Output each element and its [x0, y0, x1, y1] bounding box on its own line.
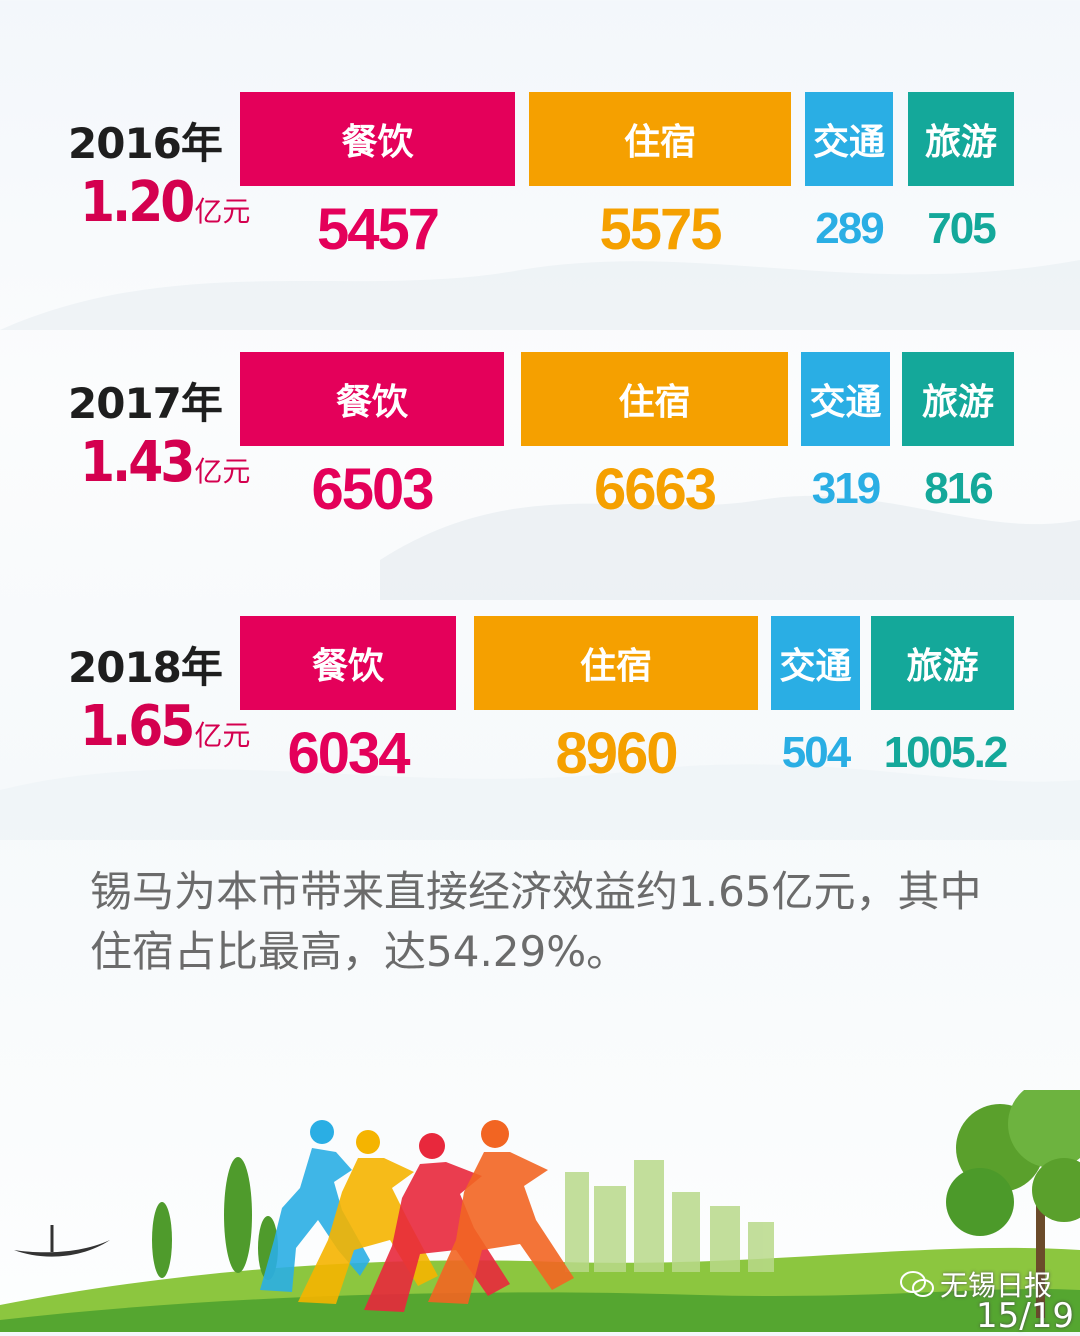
category-label: 住宿 — [618, 382, 691, 423]
value-dining: 5457 — [316, 197, 440, 262]
summary-caption: 锡马为本市带来直接经济效益约1.65亿元，其中住宿占比最高，达54.29%。 — [90, 867, 982, 976]
marathon-runners-illustration — [0, 1090, 1080, 1332]
value-tourism: 705 — [927, 204, 996, 253]
year-row-2018: 2018年 1.65亿元 餐饮 住宿 交通 旅游 6034 8960 504 1… — [0, 616, 1080, 796]
total-unit: 亿元 — [194, 455, 251, 488]
value-dining: 6503 — [311, 457, 434, 522]
category-label: 旅游 — [924, 122, 997, 163]
bar-dining: 餐饮 — [240, 616, 456, 710]
bar-tourism: 旅游 — [871, 616, 1014, 710]
year-row-2017: 2017年 1.43亿元 餐饮 住宿 交通 旅游 6503 6663 319 8… — [0, 352, 1080, 532]
category-label: 交通 — [809, 382, 882, 423]
bar-lodging: 住宿 — [474, 616, 758, 710]
category-label: 交通 — [812, 122, 885, 163]
runner-blue — [260, 1120, 370, 1292]
runner-yellow — [298, 1130, 438, 1304]
page-indicator: 15/19 — [976, 1296, 1074, 1336]
value-tourism: 1005.2 — [883, 728, 1009, 777]
value-transport: 289 — [815, 204, 884, 253]
value-dining: 6034 — [287, 721, 410, 786]
value-tourism: 816 — [924, 464, 993, 513]
wechat-watermark: 无锡日报 — [900, 1264, 1052, 1304]
total-amount: 1.20亿元 — [80, 170, 250, 235]
total-unit: 亿元 — [194, 195, 251, 228]
value-transport: 504 — [781, 728, 851, 777]
total-unit: 亿元 — [194, 719, 251, 752]
category-label: 旅游 — [906, 646, 979, 687]
bar-transport: 交通 — [771, 616, 860, 710]
year-label: 2017年 — [68, 379, 223, 428]
total-value: 1.65 — [80, 694, 195, 759]
total-amount: 1.43亿元 — [80, 430, 250, 495]
total-value: 1.20 — [80, 170, 195, 235]
tree-icon — [946, 1090, 1080, 1318]
total-value: 1.43 — [80, 430, 195, 495]
value-lodging: 8960 — [555, 721, 678, 786]
value-transport: 319 — [811, 464, 881, 513]
value-lodging: 6663 — [593, 457, 717, 522]
bar-transport: 交通 — [805, 92, 893, 186]
year-label: 2018年 — [68, 643, 223, 692]
bar-lodging: 住宿 — [529, 92, 791, 186]
bar-lodging: 住宿 — [521, 352, 788, 446]
total-amount: 1.65亿元 — [80, 694, 250, 759]
value-lodging: 5575 — [599, 197, 722, 262]
bar-transport: 交通 — [801, 352, 890, 446]
category-label: 旅游 — [921, 382, 994, 423]
wechat-icon — [900, 1271, 934, 1297]
category-label: 交通 — [779, 646, 852, 687]
bar-tourism: 旅游 — [902, 352, 1014, 446]
watermark-text: 无锡日报 — [940, 1269, 1053, 1302]
runner-orange — [428, 1120, 574, 1304]
bar-dining: 餐饮 — [240, 92, 515, 186]
category-label: 住宿 — [579, 646, 652, 687]
category-label: 餐饮 — [335, 382, 408, 423]
category-label: 住宿 — [623, 122, 696, 163]
bar-tourism: 旅游 — [908, 92, 1014, 186]
year-label: 2016年 — [68, 119, 223, 168]
bar-dining: 餐饮 — [240, 352, 504, 446]
category-label: 餐饮 — [311, 646, 384, 687]
year-row-2016: 2016年 1.20亿元 餐饮 住宿 交通 旅游 5457 5575 289 7… — [0, 92, 1080, 272]
category-label: 餐饮 — [341, 122, 414, 163]
